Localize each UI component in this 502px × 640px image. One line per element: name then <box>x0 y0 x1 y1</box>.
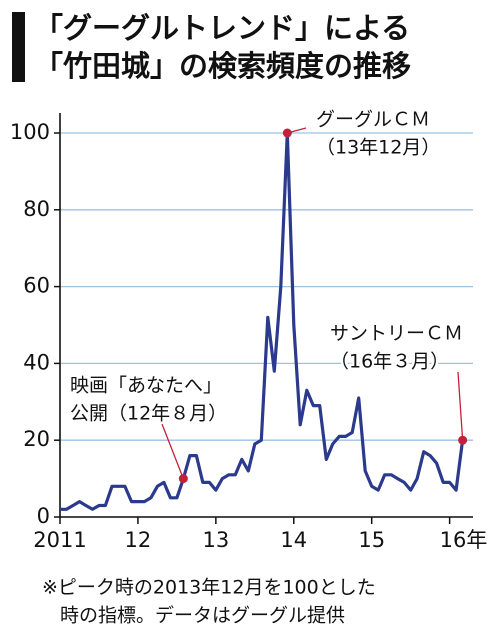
x-tick-label: 2011 <box>33 528 86 552</box>
x-tick-label: 15 <box>358 528 385 552</box>
footnote: 時の指標。データはグーグル提供 <box>60 605 345 627</box>
y-tick-label: 40 <box>23 350 50 374</box>
data-line <box>60 131 465 511</box>
annotation: （16年３月） <box>330 351 449 373</box>
y-tick-label: 100 <box>10 120 50 144</box>
annotation: 映画「あなたへ」 <box>70 375 222 397</box>
annotation: サントリーＣＭ <box>330 323 463 345</box>
y-tick-label: 60 <box>23 274 50 298</box>
chart-title: 「グーグルトレンド」による <box>34 11 410 45</box>
x-tick-label: 16年 <box>440 528 488 552</box>
footnote: ※ピーク時の2013年12月を100とした <box>42 577 376 599</box>
x-tick-label: 14 <box>280 528 307 552</box>
leader-line <box>161 423 184 479</box>
highlight-point <box>458 435 468 445</box>
highlight-point <box>282 128 292 138</box>
annotation: グーグルＣＭ <box>316 109 430 131</box>
annotation: （13年12月） <box>316 137 440 159</box>
x-tick-label: 12 <box>125 528 152 552</box>
y-tick-label: 80 <box>23 197 50 221</box>
annotation: 公開（12年８月） <box>70 403 227 425</box>
y-tick-label: 20 <box>23 427 50 451</box>
highlight-point <box>178 474 188 484</box>
leader-line <box>457 371 464 441</box>
y-tick-label: 0 <box>37 504 50 528</box>
x-tick-label: 13 <box>202 528 229 552</box>
chart-title: 「竹田城」の検索頻度の推移 <box>34 49 411 83</box>
title-bar <box>12 12 25 82</box>
